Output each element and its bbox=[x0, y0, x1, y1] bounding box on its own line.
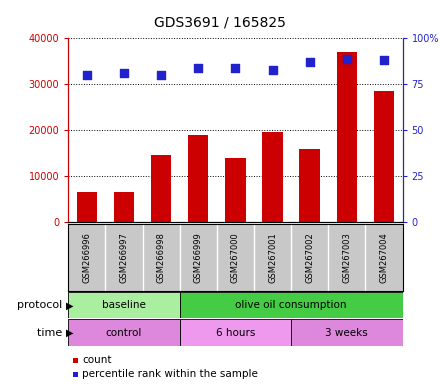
Text: 3 weeks: 3 weeks bbox=[326, 328, 368, 338]
Point bbox=[232, 65, 239, 71]
Bar bbox=[291, 319, 403, 346]
Text: count: count bbox=[82, 355, 112, 365]
Text: GSM266996: GSM266996 bbox=[82, 232, 91, 283]
Text: 6 hours: 6 hours bbox=[216, 328, 255, 338]
Text: GSM266999: GSM266999 bbox=[194, 232, 203, 283]
Point bbox=[121, 70, 128, 76]
Bar bbox=[180, 292, 403, 318]
Bar bbox=[77, 192, 97, 222]
Bar bbox=[151, 156, 171, 222]
Bar bbox=[300, 149, 320, 222]
Point bbox=[343, 56, 350, 62]
Point bbox=[381, 57, 388, 63]
Text: ▶: ▶ bbox=[66, 300, 73, 310]
Text: GSM267003: GSM267003 bbox=[342, 232, 352, 283]
Bar bbox=[262, 132, 283, 222]
Text: GSM267000: GSM267000 bbox=[231, 232, 240, 283]
Bar bbox=[180, 319, 291, 346]
Point bbox=[306, 59, 313, 65]
Point bbox=[83, 72, 90, 78]
Text: GSM266997: GSM266997 bbox=[119, 232, 128, 283]
Text: percentile rank within the sample: percentile rank within the sample bbox=[82, 369, 258, 379]
Bar bbox=[337, 52, 357, 222]
Text: time: time bbox=[37, 328, 66, 338]
Point bbox=[195, 65, 202, 71]
Text: GSM267002: GSM267002 bbox=[305, 232, 314, 283]
Text: GSM266998: GSM266998 bbox=[157, 232, 165, 283]
Text: control: control bbox=[106, 328, 142, 338]
Bar bbox=[68, 319, 180, 346]
Bar bbox=[188, 135, 209, 222]
Point bbox=[158, 72, 165, 78]
Bar bbox=[225, 158, 246, 222]
Point bbox=[269, 66, 276, 73]
Text: baseline: baseline bbox=[102, 300, 146, 310]
Text: GSM267001: GSM267001 bbox=[268, 232, 277, 283]
Text: olive oil consumption: olive oil consumption bbox=[235, 300, 347, 310]
Text: protocol: protocol bbox=[17, 300, 66, 310]
Bar bbox=[374, 91, 394, 222]
Bar bbox=[68, 292, 180, 318]
Bar bbox=[114, 192, 134, 222]
Text: ▶: ▶ bbox=[66, 328, 73, 338]
Text: GSM267004: GSM267004 bbox=[380, 232, 389, 283]
Text: GDS3691 / 165825: GDS3691 / 165825 bbox=[154, 15, 286, 29]
